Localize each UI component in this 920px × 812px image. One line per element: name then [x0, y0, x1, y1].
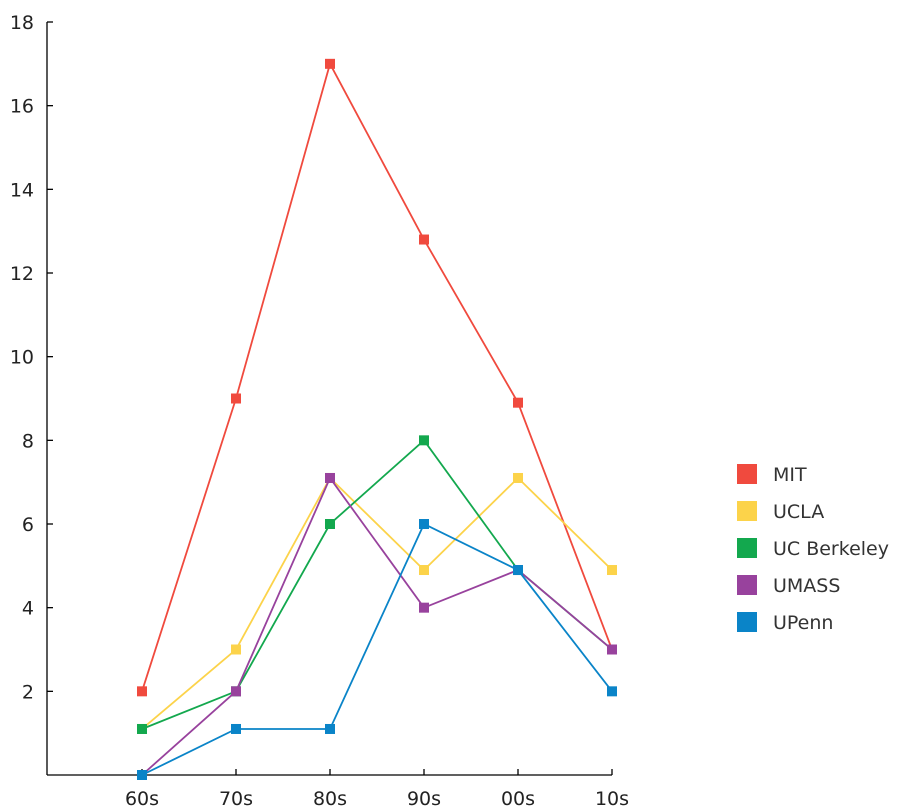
legend-swatch — [737, 538, 757, 558]
data-point-umass — [419, 602, 429, 613]
data-point-mit — [137, 686, 147, 697]
data-point-uc-berkeley — [325, 519, 335, 529]
data-point-umass — [325, 472, 335, 483]
y-tick-label: 2 — [22, 681, 34, 703]
y-tick-label: 16 — [10, 96, 34, 118]
data-point-upenn — [419, 519, 429, 529]
data-point-upenn — [607, 686, 617, 697]
series-mit — [137, 58, 617, 697]
y-tick-label: 6 — [22, 514, 34, 536]
legend-swatch — [737, 501, 757, 521]
data-point-mit — [419, 234, 429, 245]
data-point-mit — [513, 397, 523, 408]
legend-item-umass: UMASS — [737, 575, 840, 597]
series-layer — [137, 58, 617, 780]
legend-item-uc-berkeley: UC Berkeley — [737, 538, 889, 560]
series-upenn — [137, 519, 617, 780]
data-point-mit — [325, 58, 335, 69]
y-tick-label: 8 — [22, 430, 34, 452]
data-point-umass — [607, 644, 617, 655]
x-ticks: 60s 70s 80s 90s 00s 10s — [125, 769, 629, 810]
legend-item-mit: MIT — [737, 464, 807, 486]
legend-label: UMASS — [773, 575, 840, 597]
data-point-upenn — [137, 770, 147, 780]
y-tick-label: 10 — [10, 347, 34, 369]
legend-label: UCLA — [773, 501, 824, 523]
y-tick-label: 12 — [10, 263, 34, 285]
series-line-ucla — [141, 476, 613, 730]
y-tick-label: 4 — [22, 598, 34, 620]
legend-swatch — [737, 575, 757, 595]
axes — [46, 22, 612, 776]
data-point-ucla — [513, 472, 523, 483]
legend-swatch — [737, 464, 757, 484]
x-tick-label: 10s — [595, 788, 629, 810]
data-point-upenn — [325, 723, 335, 734]
legend-label: UC Berkeley — [773, 538, 889, 560]
legend-item-ucla: UCLA — [737, 501, 824, 523]
data-point-umass — [231, 686, 241, 697]
y-ticks: 2 4 6 8 10 12 14 16 18 — [10, 12, 53, 703]
series-line-upenn — [141, 522, 613, 776]
x-tick-label: 70s — [219, 788, 253, 810]
legend-swatch — [737, 612, 757, 632]
data-point-ucla — [607, 565, 617, 576]
series-line-mit — [141, 61, 613, 692]
legend: MIT UCLA UC Berkeley UMASS UPenn — [737, 464, 889, 634]
y-tick-label: 14 — [10, 179, 34, 201]
data-point-uc-berkeley — [419, 435, 429, 446]
x-tick-label: 80s — [313, 788, 347, 810]
series-line-umass — [141, 476, 613, 776]
data-point-upenn — [513, 565, 523, 576]
data-point-ucla — [419, 565, 429, 576]
legend-label: UPenn — [773, 612, 833, 634]
y-tick-label: 18 — [10, 12, 34, 34]
x-tick-label: 90s — [407, 788, 441, 810]
data-point-ucla — [231, 644, 241, 655]
data-point-mit — [231, 393, 241, 404]
legend-label: MIT — [773, 464, 807, 486]
data-point-upenn — [231, 723, 241, 734]
series-line-uc-berkeley — [141, 438, 613, 730]
data-point-uc-berkeley — [137, 723, 147, 734]
x-tick-label: 00s — [501, 788, 535, 810]
x-tick-label: 60s — [125, 788, 159, 810]
legend-item-upenn: UPenn — [737, 612, 833, 634]
